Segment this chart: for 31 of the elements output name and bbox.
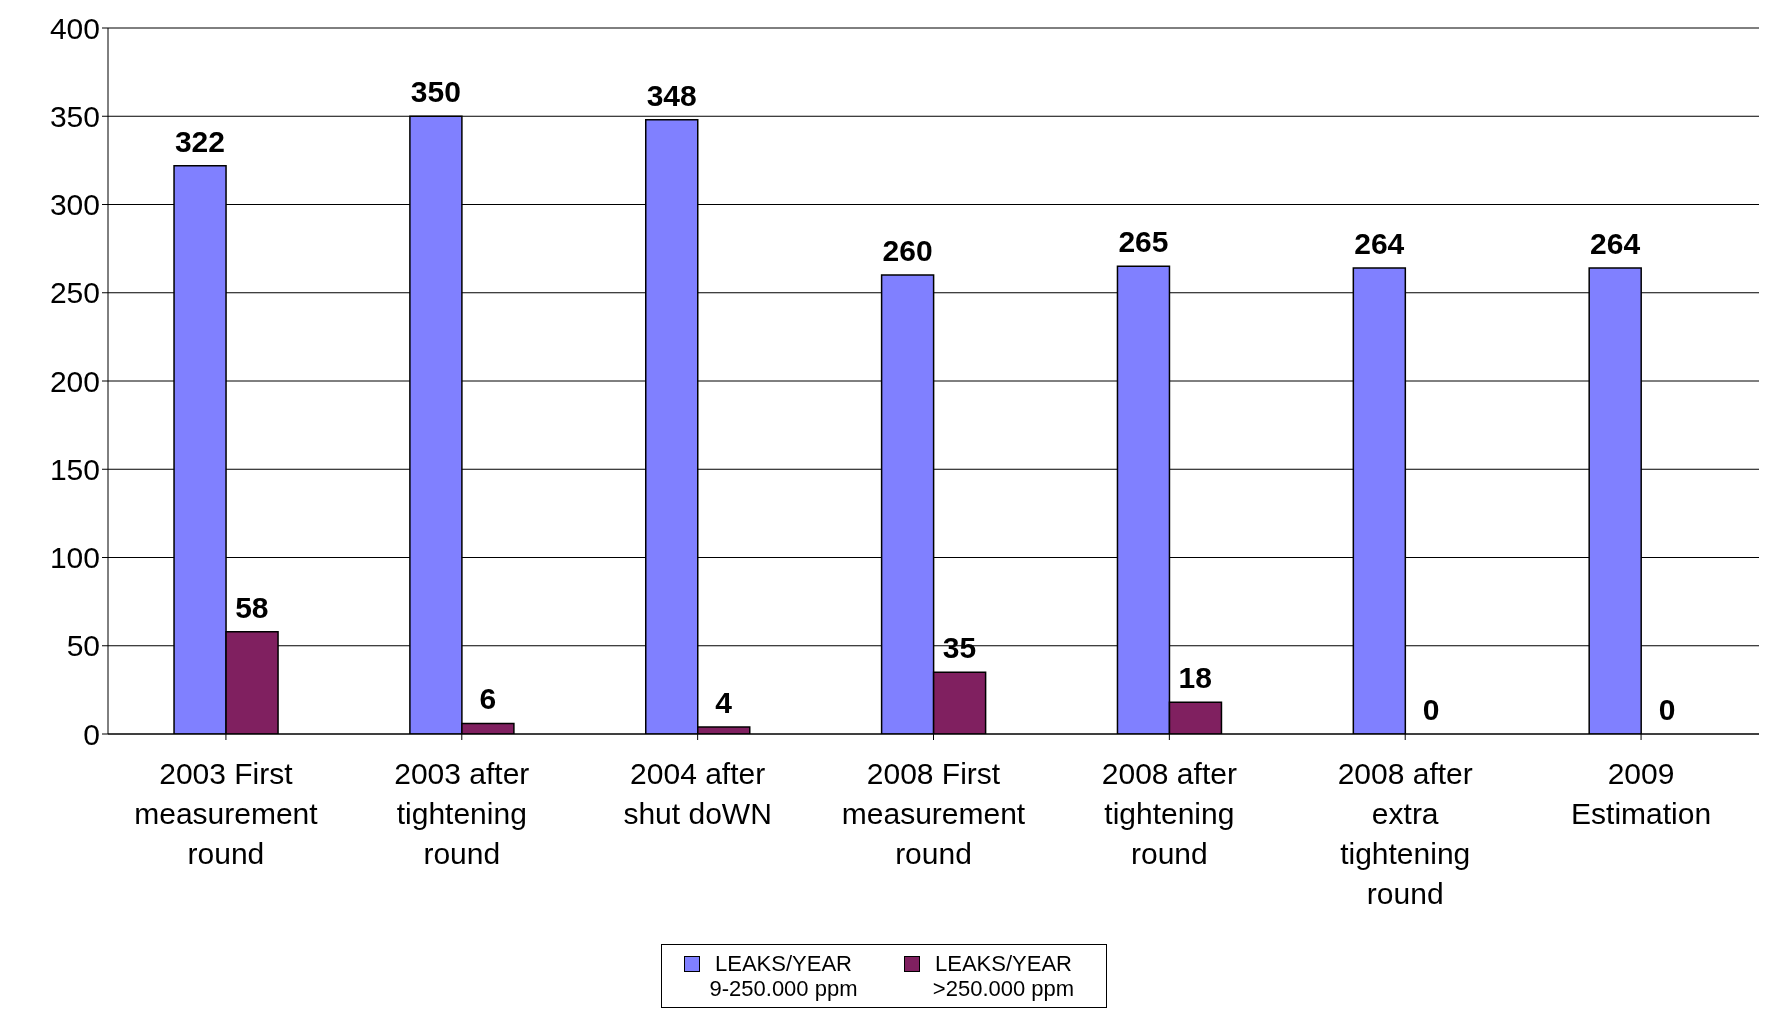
y-tick-label: 250 [49, 276, 100, 310]
x-tick-label: 2008 First measurement round [841, 757, 1026, 870]
y-tick-label: 50 [66, 629, 100, 663]
legend-label: LEAKS/YEAR >250.000 ppm [931, 951, 1076, 1001]
data-label: 264 [1590, 227, 1641, 261]
data-label: 58 [235, 590, 269, 624]
data-label: 18 [1178, 661, 1212, 695]
y-tick-label: 400 [49, 11, 100, 45]
x-tick-label: 2003 after tightening round [394, 757, 530, 870]
x-tick-label: 2008 after tightening round [1101, 757, 1237, 870]
x-tick-label: 2003 First measurement round [134, 757, 319, 870]
x-tick-label: 2004 after shut doWN [623, 757, 772, 830]
data-label: 0 [1422, 693, 1440, 726]
y-tick-label: 100 [49, 541, 100, 575]
y-tick-label: 200 [49, 364, 100, 398]
data-label: 0 [1658, 693, 1676, 726]
y-tick-label: 150 [49, 452, 100, 486]
x-tick-label: 2009 Estimation [1571, 757, 1712, 830]
data-label: 4 [715, 685, 733, 719]
y-tick-label: 350 [49, 99, 100, 133]
data-label: 322 [174, 124, 226, 158]
data-label: 260 [882, 234, 933, 268]
data-label: 350 [410, 75, 461, 109]
y-tick-label: 300 [49, 188, 100, 222]
data-label: 348 [646, 78, 697, 112]
y-tick-label: 0 [83, 717, 100, 751]
data-label: 265 [1118, 225, 1169, 259]
x-tick-label: 2008 after extra tightening round [1337, 757, 1473, 910]
data-label: 264 [1354, 227, 1405, 261]
data-label: 6 [479, 682, 497, 716]
legend-label: LEAKS/YEAR 9-250.000 ppm [708, 951, 859, 1001]
